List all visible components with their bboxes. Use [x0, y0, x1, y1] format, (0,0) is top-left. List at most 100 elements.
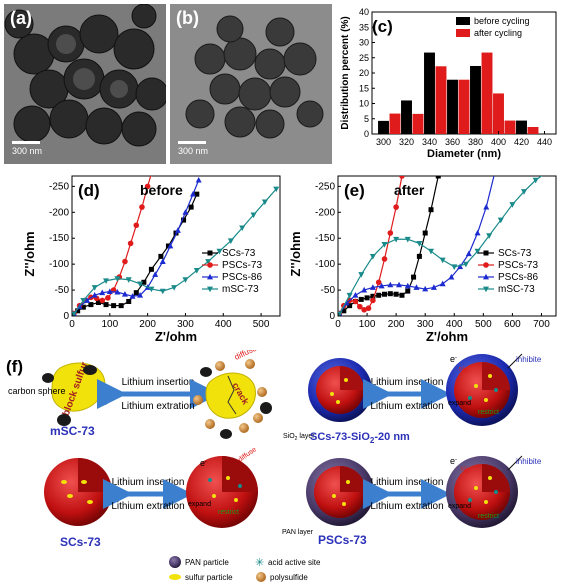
tem-texture-a — [4, 4, 166, 164]
data-point — [144, 183, 151, 190]
x-tick-label: 400 — [215, 319, 232, 330]
scs-73-label: SCs-73 — [60, 535, 101, 549]
data-point — [148, 266, 154, 272]
x-tick-label: 420 — [514, 137, 529, 147]
data-point — [404, 236, 411, 243]
cracked-sulfur-group: crack diffuse — [193, 350, 272, 439]
data-point — [103, 278, 110, 284]
y-tick-label: 0 — [329, 311, 335, 322]
data-point — [91, 285, 98, 291]
data-point — [370, 297, 376, 304]
legend-marker — [483, 250, 489, 256]
data-point — [492, 169, 498, 175]
data-point — [129, 293, 136, 299]
data-point — [273, 186, 280, 193]
data-point — [193, 267, 200, 274]
data-point — [194, 191, 200, 197]
y-tick-label: 30 — [359, 38, 369, 48]
data-point — [457, 263, 464, 270]
bar-after — [504, 120, 516, 134]
tem-image-b: (b) 300 nm — [170, 4, 332, 164]
data-point — [99, 297, 106, 304]
y-tick-label: -250 — [49, 181, 69, 192]
data-point — [347, 303, 353, 309]
bar-after — [435, 66, 447, 134]
legend-swatch — [456, 17, 470, 25]
data-point — [152, 271, 159, 277]
data-point — [72, 311, 77, 316]
histogram-chart-c: (c) 0 5 10 15 20 25 30 35 40 300 320 340 360 380 400 42… — [340, 7, 557, 160]
data-point — [239, 225, 246, 232]
x-tick-label: 200 — [388, 319, 405, 330]
y-tick-label: 15 — [359, 83, 369, 93]
data-point — [393, 204, 399, 210]
data-point — [361, 306, 367, 313]
slip-label-4: slip — [459, 465, 471, 475]
data-point — [465, 250, 472, 257]
data-point — [159, 258, 166, 264]
data-point — [346, 292, 353, 299]
x-tick-label: 380 — [468, 137, 483, 147]
legend-label: mSC-73 — [498, 284, 535, 295]
data-point — [125, 277, 132, 283]
data-point — [462, 261, 469, 268]
data-point — [483, 203, 490, 210]
data-point — [75, 308, 81, 314]
nyquist-chart-e: 0 -50 -100 -150 -200 -250 0 100 200 300 400 500 600 7… — [288, 169, 557, 344]
bar-after — [527, 126, 539, 134]
data-point — [341, 308, 347, 314]
restrict-label-2: restrict — [478, 409, 499, 416]
x-tick-label: 500 — [253, 319, 270, 330]
legend-label: before cycling — [474, 16, 530, 26]
data-point — [261, 199, 268, 206]
x-tick-label: 0 — [335, 319, 341, 330]
x-tick-label: 200 — [139, 319, 156, 330]
data-point — [428, 207, 434, 213]
expand-label-4: expand — [448, 503, 471, 510]
data-point — [80, 304, 86, 310]
x-tick-label: 0 — [69, 319, 75, 330]
bar-before — [447, 79, 458, 134]
y-tick-label: -100 — [315, 259, 335, 270]
data-point — [88, 302, 94, 308]
y-tick-label: 10 — [359, 99, 369, 109]
y-tick-label: -200 — [49, 207, 69, 218]
legend-marker — [207, 250, 213, 256]
data-point — [121, 291, 128, 297]
data-point — [393, 236, 400, 243]
data-point — [150, 176, 153, 177]
insertion-label-1: Lithium insertion — [122, 377, 195, 388]
bar-before — [401, 100, 412, 134]
data-point — [509, 202, 516, 208]
chart-e-tag: after — [394, 182, 425, 198]
legend-marker — [207, 286, 213, 293]
tem-texture-b — [170, 4, 332, 164]
arrow-group-3: Lithium insertion Lithium extration — [103, 477, 193, 512]
data-point — [428, 248, 435, 255]
data-point — [532, 177, 539, 184]
x-tick-label: 340 — [422, 137, 437, 147]
y-tick-label: 35 — [359, 22, 369, 32]
y-tick-label: -50 — [55, 285, 70, 296]
extraction-label-1: Lithium extration — [121, 401, 194, 412]
pscs73-sphere-group — [306, 458, 374, 526]
legend-label: after cycling — [474, 28, 522, 38]
y-tick-label: 40 — [359, 7, 369, 17]
data-point — [171, 285, 178, 291]
data-point — [474, 229, 481, 236]
data-point — [165, 243, 171, 249]
sio2-expanded-group — [446, 353, 523, 426]
legend-marker — [483, 262, 489, 268]
insertion-label-2: Lithium insertion — [371, 377, 444, 388]
chart-d-xlabel: Z'/ohm — [155, 329, 197, 344]
data-point — [338, 311, 343, 316]
y-tick-label: -100 — [49, 259, 69, 270]
y-tick-label: -150 — [49, 233, 69, 244]
arrow-group-2: Lithium insertion Lithium extration — [363, 377, 451, 412]
data-point — [422, 285, 429, 292]
data-point — [387, 291, 393, 297]
data-point — [227, 238, 234, 245]
pscs73-expanded-group — [446, 455, 523, 528]
data-point — [137, 281, 144, 288]
panel-b-label: (b) — [176, 8, 199, 28]
